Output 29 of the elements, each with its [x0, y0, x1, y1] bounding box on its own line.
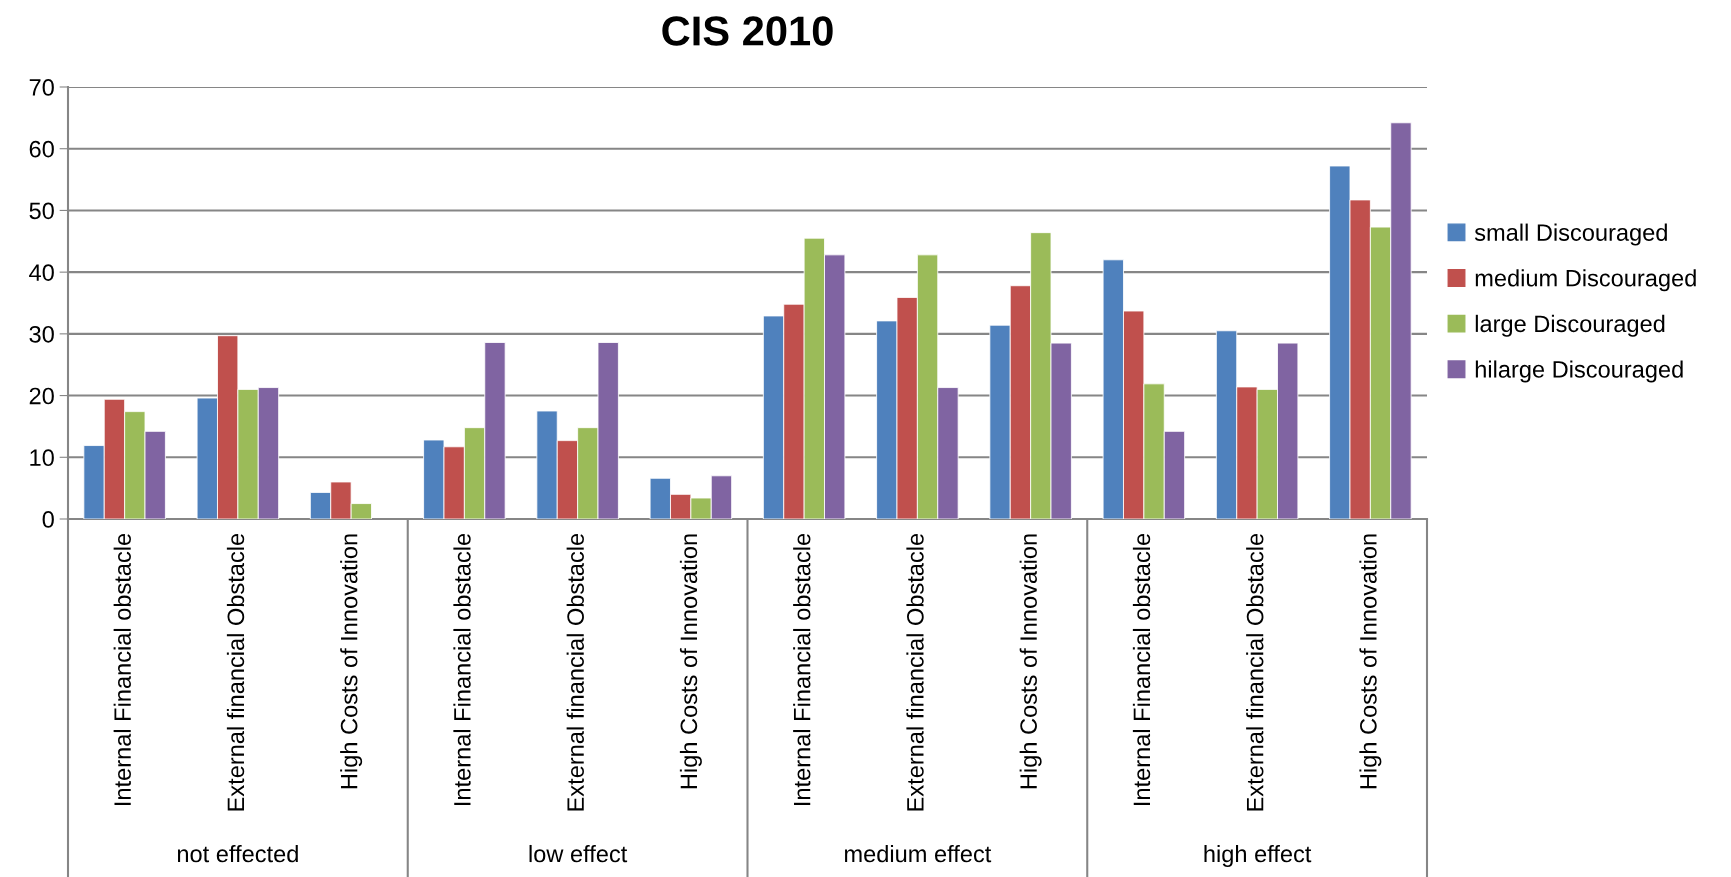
x-tick-label: Internal Financial obstacle: [1132, 533, 1151, 805]
x-tick-label: External financial Obstacle: [226, 533, 245, 811]
x-tick-label: Internal Financial obstacle: [793, 533, 811, 805]
x-tick-label: Internal Financial obstacle: [113, 533, 131, 805]
x-tick-label: High Costs of Innovation: [1019, 534, 1042, 789]
y-tick-label: 70: [29, 79, 54, 96]
legend-label: large Discouraged: [1475, 314, 1665, 337]
x-tick-label: External financial Obstacle: [566, 533, 584, 811]
y-tick-label: 20: [29, 387, 54, 405]
y-tick-label: 0: [42, 511, 54, 528]
text: high effect: [1204, 844, 1312, 867]
x-tick-label: External financial Obstacle: [906, 533, 924, 811]
text: low effect: [529, 844, 628, 863]
legend-label: medium Discouraged: [1475, 269, 1696, 292]
x-tick-label: High Costs of Innovation: [340, 534, 363, 789]
text: not effected: [177, 844, 298, 863]
x-tick-label: External financial Obstacle: [1246, 533, 1264, 811]
legend-label: small Discouraged: [1474, 223, 1667, 246]
text: medium effect: [845, 844, 992, 863]
legend-label: hilarge Discouraged: [1475, 360, 1683, 383]
x-tick-label: High Costs of Innovation: [1359, 534, 1382, 789]
y-tick-label: 40: [29, 264, 54, 281]
y-tick-label: 50: [29, 202, 54, 220]
x-tick-label: Internal Financial obstacle: [453, 533, 471, 805]
y-tick-label: 30: [29, 325, 54, 343]
x-tick-label: High Costs of Innovation: [679, 534, 702, 789]
chart-title: CIS 2010: [662, 16, 833, 46]
y-tick-label: 60: [29, 140, 54, 158]
y-tick-label: 10: [30, 449, 54, 467]
